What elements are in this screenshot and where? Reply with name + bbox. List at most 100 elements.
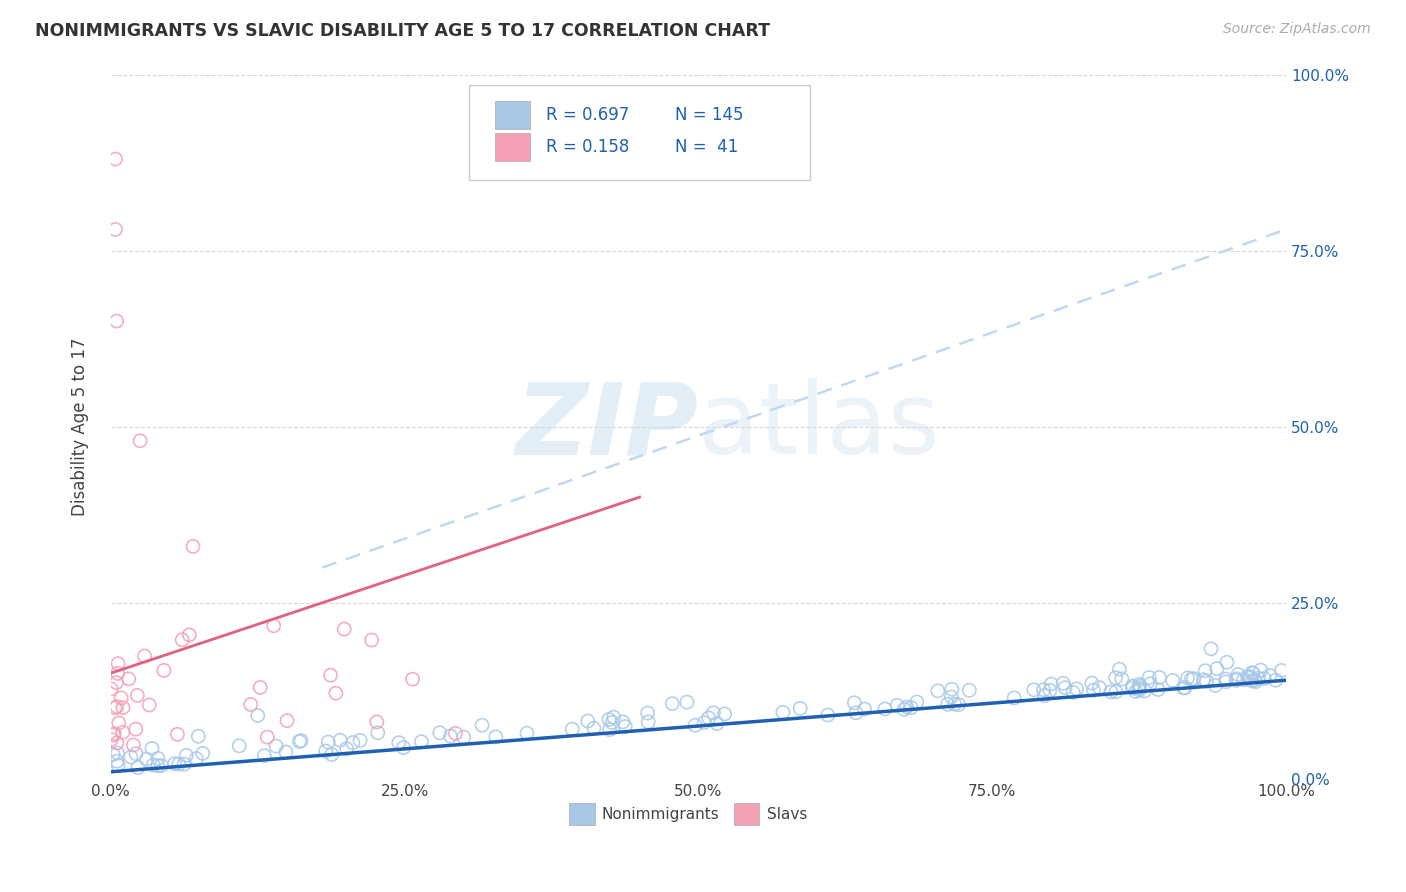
Point: [693, 715, 716, 730]
Point: [1139, 677, 1161, 691]
Point: [1243, 673, 1265, 687]
Point: [676, 695, 699, 709]
Bar: [569, 804, 595, 824]
Point: [1205, 662, 1227, 676]
Point: [1174, 681, 1197, 695]
Point: [817, 708, 839, 723]
Point: [614, 720, 637, 734]
Point: [166, 727, 188, 741]
Point: [576, 714, 599, 728]
Point: [1180, 672, 1202, 686]
Point: [600, 715, 623, 730]
Point: [101, 747, 124, 762]
Point: [1195, 674, 1218, 689]
Point: [135, 752, 157, 766]
Point: [104, 152, 127, 166]
Point: [253, 748, 276, 763]
Point: [249, 681, 271, 695]
Point: [333, 622, 356, 636]
Point: [1032, 682, 1054, 697]
Point: [1105, 685, 1128, 699]
Point: [1161, 673, 1184, 688]
Point: [104, 701, 127, 715]
Point: [1215, 674, 1237, 689]
Point: [893, 702, 915, 716]
Point: [120, 750, 142, 764]
Point: [844, 696, 866, 710]
Point: [1125, 684, 1147, 698]
Point: [1182, 672, 1205, 686]
Point: [1227, 667, 1250, 681]
Point: [138, 698, 160, 712]
Point: [117, 672, 139, 686]
Point: [936, 698, 959, 712]
Point: [1177, 671, 1199, 685]
Point: [103, 728, 125, 742]
Point: [582, 721, 605, 735]
Point: [288, 734, 311, 748]
Text: N =  41: N = 41: [675, 138, 738, 156]
Point: [1108, 662, 1130, 676]
Point: [1239, 671, 1261, 685]
Point: [1215, 672, 1237, 686]
Point: [122, 738, 145, 752]
Point: [1128, 677, 1150, 691]
Point: [360, 633, 382, 648]
Point: [107, 657, 129, 671]
Point: [697, 711, 720, 725]
Text: atlas: atlas: [699, 378, 941, 475]
Point: [153, 664, 176, 678]
Point: [941, 690, 963, 704]
Point: [612, 714, 634, 729]
Point: [107, 758, 129, 772]
Point: [1258, 668, 1281, 682]
Point: [329, 733, 352, 747]
Point: [1149, 671, 1171, 685]
Point: [290, 733, 312, 747]
Point: [228, 739, 250, 753]
Point: [107, 746, 129, 760]
Point: [274, 745, 297, 759]
Point: [1122, 679, 1144, 693]
Text: Slavs: Slavs: [766, 806, 807, 822]
Point: [349, 733, 371, 747]
Point: [941, 682, 963, 697]
Point: [637, 706, 659, 720]
Point: [602, 710, 624, 724]
Point: [325, 686, 347, 700]
Point: [1137, 671, 1160, 685]
Text: NONIMMIGRANTS VS SLAVIC DISABILITY AGE 5 TO 17 CORRELATION CHART: NONIMMIGRANTS VS SLAVIC DISABILITY AGE 5…: [35, 22, 770, 40]
Point: [179, 628, 201, 642]
Y-axis label: Disability Age 5 to 17: Disability Age 5 to 17: [72, 337, 89, 516]
Point: [336, 741, 359, 756]
Point: [1128, 683, 1150, 698]
Point: [176, 748, 198, 763]
Point: [873, 702, 896, 716]
Point: [264, 739, 287, 754]
Point: [948, 698, 970, 712]
Point: [146, 751, 169, 765]
Point: [1129, 679, 1152, 693]
Point: [411, 734, 433, 748]
Point: [1052, 676, 1074, 690]
Point: [167, 756, 190, 771]
Point: [172, 632, 194, 647]
Point: [150, 758, 173, 772]
Point: [1194, 664, 1216, 678]
Point: [429, 726, 451, 740]
Point: [276, 714, 298, 728]
Point: [1244, 674, 1267, 689]
Point: [1199, 641, 1222, 656]
Point: [111, 725, 134, 739]
Point: [706, 716, 728, 731]
Point: [186, 752, 208, 766]
Point: [444, 726, 467, 740]
Point: [1250, 663, 1272, 677]
Point: [1147, 682, 1170, 697]
Point: [108, 716, 131, 731]
Point: [263, 619, 285, 633]
Point: [342, 736, 364, 750]
Point: [683, 718, 706, 732]
Point: [105, 675, 128, 690]
Point: [1133, 684, 1156, 698]
